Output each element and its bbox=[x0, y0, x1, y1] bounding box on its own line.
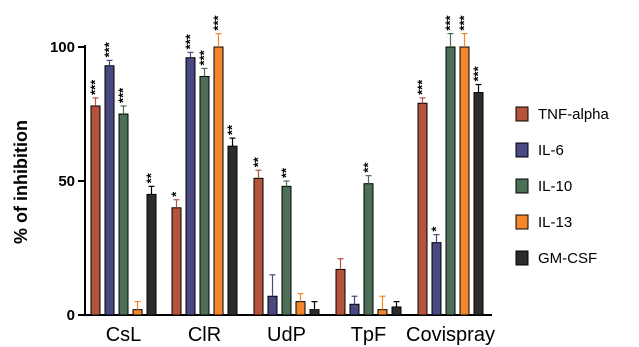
bar bbox=[309, 309, 320, 316]
significance-label: * bbox=[169, 191, 184, 197]
x-tick-label: UdP bbox=[267, 324, 306, 346]
significance-label: *** bbox=[457, 14, 472, 30]
x-tick-label: ClR bbox=[188, 324, 221, 346]
legend-label: IL-10 bbox=[538, 178, 572, 195]
bar bbox=[199, 75, 210, 316]
bar bbox=[90, 105, 101, 316]
bar bbox=[363, 183, 374, 316]
significance-label: *** bbox=[116, 87, 131, 103]
bar bbox=[253, 177, 264, 316]
x-tick-label: CsL bbox=[106, 324, 142, 346]
legend-swatch bbox=[515, 250, 529, 266]
bar bbox=[146, 193, 157, 316]
bar bbox=[185, 57, 196, 316]
significance-label: *** bbox=[102, 41, 117, 57]
significance-label: ** bbox=[144, 172, 159, 183]
bar bbox=[104, 65, 115, 316]
legend: TNF-alpha IL-6 IL-10 IL-13 GM-CSF bbox=[515, 106, 610, 267]
significance-label: *** bbox=[197, 49, 212, 65]
y-axis-title: % of inhibition bbox=[11, 120, 31, 244]
bar bbox=[171, 207, 182, 316]
significance-label: *** bbox=[88, 79, 103, 95]
bar bbox=[281, 185, 292, 316]
legend-label: IL-13 bbox=[538, 214, 572, 231]
legend-label: TNF-alpha bbox=[538, 106, 610, 123]
significance-label: ** bbox=[251, 156, 266, 167]
bar bbox=[473, 92, 484, 316]
significance-label: *** bbox=[211, 14, 226, 30]
legend-swatch bbox=[515, 106, 529, 122]
significance-label: *** bbox=[415, 79, 430, 95]
significance-label: *** bbox=[443, 14, 458, 30]
bar bbox=[391, 306, 402, 316]
bar bbox=[431, 242, 442, 316]
significance-label: ** bbox=[225, 124, 240, 135]
bar bbox=[132, 309, 143, 316]
bar bbox=[213, 46, 224, 316]
y-tick-label: 100 bbox=[50, 39, 75, 56]
bar bbox=[445, 46, 456, 316]
significance-label: ** bbox=[279, 167, 294, 178]
legend-swatch bbox=[515, 142, 529, 158]
legend-swatch bbox=[515, 178, 529, 194]
bar bbox=[335, 268, 346, 316]
bar bbox=[295, 301, 306, 316]
significance-label: * bbox=[429, 226, 444, 232]
labels: 050100***********CsL************ClR****U… bbox=[50, 14, 495, 346]
bar bbox=[459, 46, 470, 316]
x-tick-label: Covispray bbox=[406, 324, 495, 346]
bar bbox=[227, 145, 238, 316]
bar bbox=[349, 303, 360, 316]
bar bbox=[118, 113, 129, 316]
x-tick-label: TpF bbox=[351, 324, 387, 346]
legend-label: GM-CSF bbox=[538, 250, 597, 267]
significance-label: ** bbox=[361, 162, 376, 173]
bar bbox=[267, 295, 278, 316]
y-tick-label: 0 bbox=[67, 307, 75, 324]
legend-label: IL-6 bbox=[538, 142, 564, 159]
bar bbox=[377, 309, 388, 316]
bars bbox=[90, 32, 484, 316]
bar bbox=[417, 102, 428, 316]
significance-label: *** bbox=[471, 65, 486, 81]
y-tick-label: 50 bbox=[58, 173, 75, 190]
significance-label: *** bbox=[183, 33, 198, 49]
legend-swatch bbox=[515, 214, 529, 230]
